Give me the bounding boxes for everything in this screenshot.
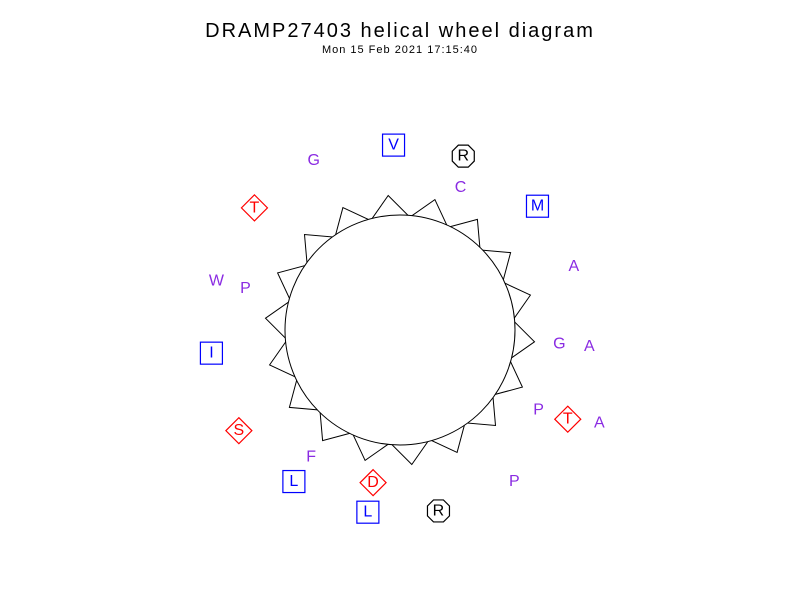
residue-9: S [226, 418, 252, 444]
residue-label: R [457, 148, 469, 165]
residue-label: D [367, 474, 379, 491]
residue-5: L [283, 471, 305, 493]
helical-wheel-diagram: A L W R T L T M P S G A R I V G D P C P F A [0, 0, 800, 600]
residue-label: P [509, 473, 520, 490]
residue-11: A [569, 258, 580, 275]
residue-label: G [308, 152, 320, 169]
residue-label: P [240, 280, 251, 297]
residue-label: L [363, 504, 372, 521]
residue-label: R [433, 502, 445, 519]
residue-10: G [308, 152, 320, 169]
residue-label: T [250, 199, 260, 216]
residue-1: L [357, 501, 379, 523]
residue-label: T [563, 411, 573, 428]
residue-label: I [209, 345, 213, 362]
residue-21: A [594, 414, 605, 431]
residue-15: G [553, 335, 565, 352]
residue-label: V [388, 137, 399, 154]
residue-19: P [533, 402, 544, 419]
residue-label: A [569, 258, 580, 275]
residue-13: I [200, 342, 222, 364]
residue-label: A [584, 338, 595, 355]
residue-label: W [209, 272, 225, 289]
residue-4: T [555, 406, 581, 432]
residue-label: G [553, 335, 565, 352]
residue-20: F [306, 448, 316, 465]
residue-8: P [509, 473, 520, 490]
residue-18: C [455, 179, 467, 196]
residue-3: R [452, 145, 474, 167]
residue-2: W [209, 272, 225, 289]
residue-17: P [240, 280, 251, 297]
residue-label: S [234, 422, 245, 439]
residue-6: T [241, 195, 267, 221]
residue-label: L [289, 473, 298, 490]
residue-label: M [531, 198, 544, 215]
wheel-circle [285, 215, 515, 445]
residue-12: R [427, 500, 449, 522]
residue-label: P [533, 402, 544, 419]
residue-0: A [584, 338, 595, 355]
residue-label: A [594, 414, 605, 431]
residue-label: F [306, 448, 316, 465]
residue-7: M [526, 195, 548, 217]
residue-16: D [360, 470, 386, 496]
residue-label: C [455, 179, 467, 196]
residue-14: V [383, 134, 405, 156]
